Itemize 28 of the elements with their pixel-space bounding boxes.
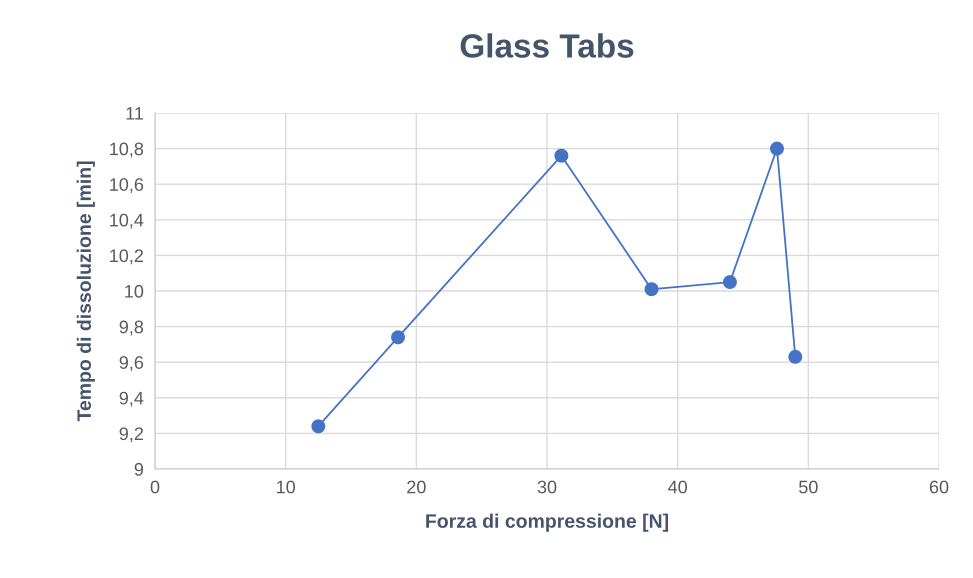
y-tick-label: 10,6 <box>110 178 144 194</box>
point <box>788 350 802 364</box>
x-axis-title: Forza di compressione [N] <box>426 514 668 532</box>
y-axis-title: Tempo di dissoluzione [min] <box>76 162 95 422</box>
x-tick-label: 60 <box>930 480 948 494</box>
point <box>554 148 568 163</box>
y-tick-label: 9,4 <box>120 392 144 407</box>
x-tick-label: 50 <box>799 480 818 494</box>
y-tick-label: 10 <box>125 284 144 298</box>
point <box>391 330 405 344</box>
x-tick-label: 20 <box>407 480 426 494</box>
x-tick-label: 30 <box>538 480 556 494</box>
point <box>770 142 784 156</box>
y-tick-label: 9,6 <box>120 356 144 372</box>
chart-title: Glass Tabs <box>460 33 634 58</box>
point <box>644 282 658 296</box>
point <box>722 275 737 290</box>
x-tick-label: 0 <box>150 480 160 494</box>
point <box>311 419 326 434</box>
y-tick-label: 9 <box>134 462 144 476</box>
x-tick-label: 40 <box>668 480 688 494</box>
y-tick-label: 9,8 <box>120 320 144 336</box>
y-tick-label: 10,4 <box>110 214 144 229</box>
x-tick-label: 10 <box>277 480 296 494</box>
y-tick-label: 10,2 <box>110 249 143 264</box>
y-tick-label: 11 <box>126 107 144 120</box>
y-tick-label: 9,2 <box>120 427 143 442</box>
y-tick-label: 10,8 <box>110 142 144 158</box>
